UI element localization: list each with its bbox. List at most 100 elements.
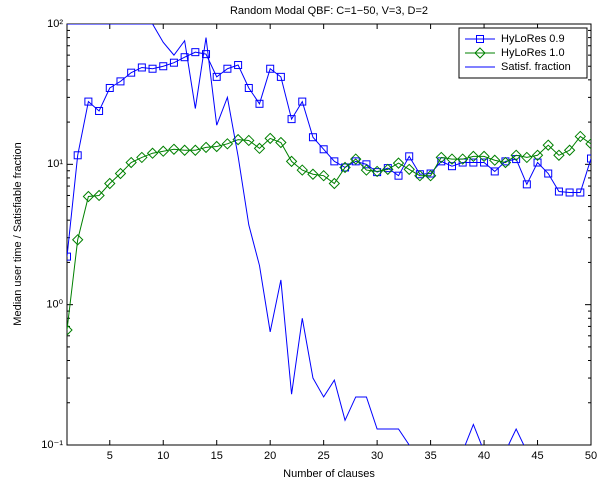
marker	[405, 152, 414, 161]
series-line	[67, 24, 525, 445]
marker	[159, 62, 168, 71]
marker	[446, 153, 458, 165]
marker	[522, 180, 531, 189]
marker	[95, 106, 104, 115]
plot-area	[67, 24, 591, 445]
marker	[169, 58, 178, 67]
x-tick-label: 35	[424, 450, 436, 462]
marker	[424, 169, 437, 182]
marker	[319, 145, 328, 154]
marker	[447, 162, 456, 171]
marker	[180, 53, 189, 62]
marker	[544, 169, 553, 178]
x-tick-label: 30	[371, 450, 383, 462]
y-tick-label: 10⁰	[46, 299, 63, 311]
marker	[266, 64, 275, 73]
x-tick-label: 10	[157, 450, 169, 462]
marker	[243, 134, 255, 147]
marker	[469, 158, 478, 167]
marker	[371, 165, 383, 178]
marker	[221, 138, 234, 150]
series-line	[67, 51, 591, 257]
marker	[499, 156, 512, 169]
y-tick-label: 10²	[47, 18, 63, 30]
marker	[554, 187, 563, 196]
marker	[553, 149, 565, 161]
marker	[148, 64, 157, 73]
marker	[328, 177, 341, 190]
legend-marker	[474, 47, 486, 59]
marker	[276, 72, 285, 81]
marker	[456, 153, 469, 165]
marker	[67, 252, 71, 261]
marker	[104, 177, 116, 190]
x-tick-label: 50	[585, 450, 597, 462]
marker	[531, 149, 544, 161]
chart-title: Random Modal QBF: C=1−50, V=3, D=2	[230, 5, 428, 17]
marker	[533, 158, 542, 167]
marker	[307, 168, 319, 180]
marker	[563, 144, 576, 156]
marker	[125, 156, 137, 169]
marker	[382, 163, 394, 176]
marker	[211, 140, 223, 153]
marker	[168, 143, 180, 155]
marker	[489, 154, 501, 166]
marker	[467, 150, 480, 163]
legend-label: HyLoRes 0.9	[501, 33, 565, 45]
marker	[510, 149, 522, 161]
legend-label: Satisf. fraction	[501, 61, 571, 73]
marker	[202, 50, 211, 59]
marker	[127, 68, 136, 77]
marker	[521, 151, 533, 164]
marker	[67, 324, 73, 336]
marker	[114, 167, 127, 180]
marker	[341, 163, 350, 172]
legend-marker	[476, 35, 484, 43]
marker	[478, 150, 490, 163]
marker	[136, 151, 148, 164]
x-axis-label: Number of clauses	[283, 468, 375, 480]
y-axis-label: Median user time / Satisfiable fraction	[12, 142, 24, 325]
marker	[244, 83, 253, 92]
y-tick-label: 10⁻¹	[41, 439, 63, 451]
marker	[574, 130, 587, 143]
marker	[212, 72, 221, 81]
marker	[585, 138, 591, 150]
marker	[157, 145, 169, 157]
marker	[373, 168, 382, 177]
marker	[576, 188, 585, 197]
marker	[234, 61, 243, 70]
marker	[392, 157, 405, 169]
marker	[84, 97, 93, 106]
marker	[414, 169, 426, 182]
marker	[362, 160, 371, 169]
y-tick-label: 10¹	[47, 158, 63, 170]
marker	[253, 142, 266, 155]
marker	[587, 154, 591, 163]
marker	[565, 188, 574, 197]
marker	[191, 48, 200, 57]
series-line	[67, 135, 591, 331]
marker	[360, 164, 373, 176]
plot-frame	[66, 23, 592, 446]
marker	[403, 163, 415, 176]
x-tick-label: 15	[211, 450, 223, 462]
x-tick-label: 5	[107, 450, 113, 462]
marker	[93, 189, 105, 202]
marker	[105, 83, 114, 92]
marker	[490, 167, 499, 176]
marker	[350, 153, 362, 165]
marker	[298, 97, 307, 106]
marker	[137, 63, 146, 72]
x-tick-label: 45	[531, 450, 543, 462]
marker	[317, 169, 330, 182]
marker	[255, 99, 264, 108]
x-tick-label: 40	[478, 450, 490, 462]
marker	[339, 161, 351, 174]
marker	[146, 147, 159, 159]
marker	[71, 234, 84, 246]
marker	[296, 164, 308, 176]
marker	[275, 136, 287, 149]
